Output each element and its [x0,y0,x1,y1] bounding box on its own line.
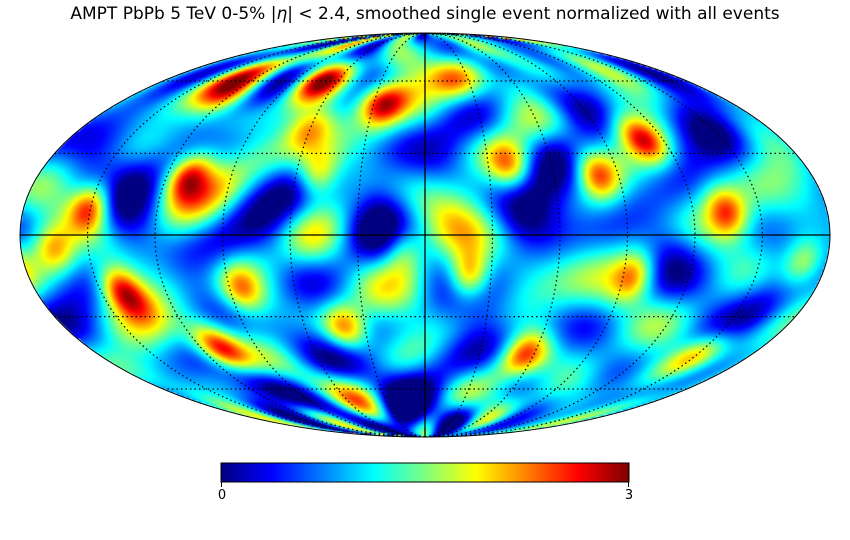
chart-title: AMPT PbPb 5 TeV 0-5% |η| < 2.4, smoothed… [0,4,850,24]
title-suffix: | < 2.4, smoothed single event normalize… [287,4,780,24]
colorbar [220,462,630,487]
meridian-line [86,33,426,437]
map-boundary [19,32,831,438]
colorbar-min-label: 0 [217,488,227,503]
meridian-line [424,33,764,437]
colorbar-gradient [220,462,630,483]
colorbar-max-label: 3 [624,488,634,503]
meridian-line [356,33,426,437]
title-prefix: AMPT PbPb 5 TeV 0-5% | [70,4,277,24]
meridian-line [424,33,494,437]
title-eta-symbol: η [276,4,288,24]
